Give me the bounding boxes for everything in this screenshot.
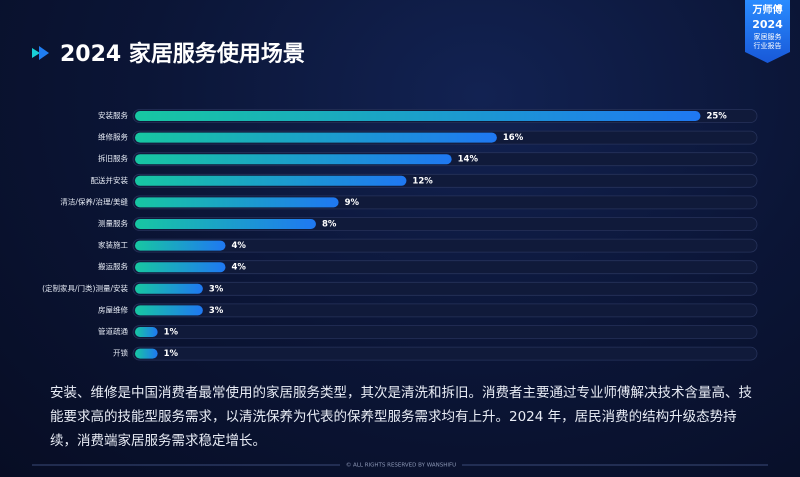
bar: [135, 262, 226, 273]
value-label: 25%: [706, 112, 727, 122]
bar-track: [132, 238, 758, 253]
bar: [135, 327, 158, 337]
badge-text: 行业报告: [754, 41, 782, 50]
bar: [135, 154, 452, 165]
value-label: 12%: [412, 176, 433, 186]
category-label: 家装施工: [98, 240, 128, 250]
value-label: 9%: [345, 198, 360, 208]
value-label: 4%: [231, 263, 246, 273]
category-label: 测量服务: [98, 218, 128, 228]
bar-track: [132, 281, 758, 296]
bar: [135, 219, 316, 229]
category-label: (定制家具/门类)测量/安装: [42, 283, 128, 293]
value-label: 4%: [231, 241, 246, 251]
page-title: 2024 家居服务使用场景: [60, 41, 305, 67]
bar: [135, 197, 339, 208]
value-label: 3%: [209, 284, 224, 294]
bar: [135, 175, 407, 186]
category-label: 配送并安装: [91, 175, 129, 185]
category-label: 维修服务: [98, 132, 128, 142]
title-icon: [39, 46, 49, 60]
bar-track: [132, 260, 758, 275]
category-label: 清洁/保养/治理/美缝: [60, 196, 128, 206]
badge-brand: 万师傅: [752, 3, 783, 16]
bar-track: [132, 303, 758, 318]
bar: [135, 132, 497, 143]
value-label: 1%: [164, 328, 179, 338]
category-label: 拆旧服务: [98, 153, 128, 163]
bar-track: [132, 325, 758, 339]
description: 安装、维修是中国消费者最常使用的家居服务类型，其次是清洗和拆旧。消费者主要通过专…: [50, 385, 752, 449]
bar: [135, 305, 203, 316]
value-label: 16%: [503, 133, 524, 143]
footer: © ALL RIGHTS RESERVED BY WANSHIFU: [346, 462, 456, 469]
category-label: 房屋维修: [98, 304, 128, 314]
category-label: 管道疏通: [98, 326, 128, 336]
value-label: 3%: [209, 306, 224, 316]
category-label: 开锁: [113, 348, 128, 358]
category-label: 安装服务: [98, 110, 128, 120]
badge-year: 2024: [752, 18, 783, 31]
bar: [135, 240, 226, 251]
bar: [135, 348, 158, 359]
category-label: 搬运服务: [98, 261, 128, 271]
value-label: 8%: [322, 220, 337, 230]
title-icon: [32, 48, 40, 58]
bar-track: [132, 346, 758, 361]
badge: [745, 0, 790, 63]
badge-text: 家居服务: [754, 32, 782, 41]
value-label: 14%: [458, 155, 479, 165]
bar: [135, 111, 701, 121]
value-label: 1%: [164, 349, 179, 359]
bar: [135, 283, 203, 294]
